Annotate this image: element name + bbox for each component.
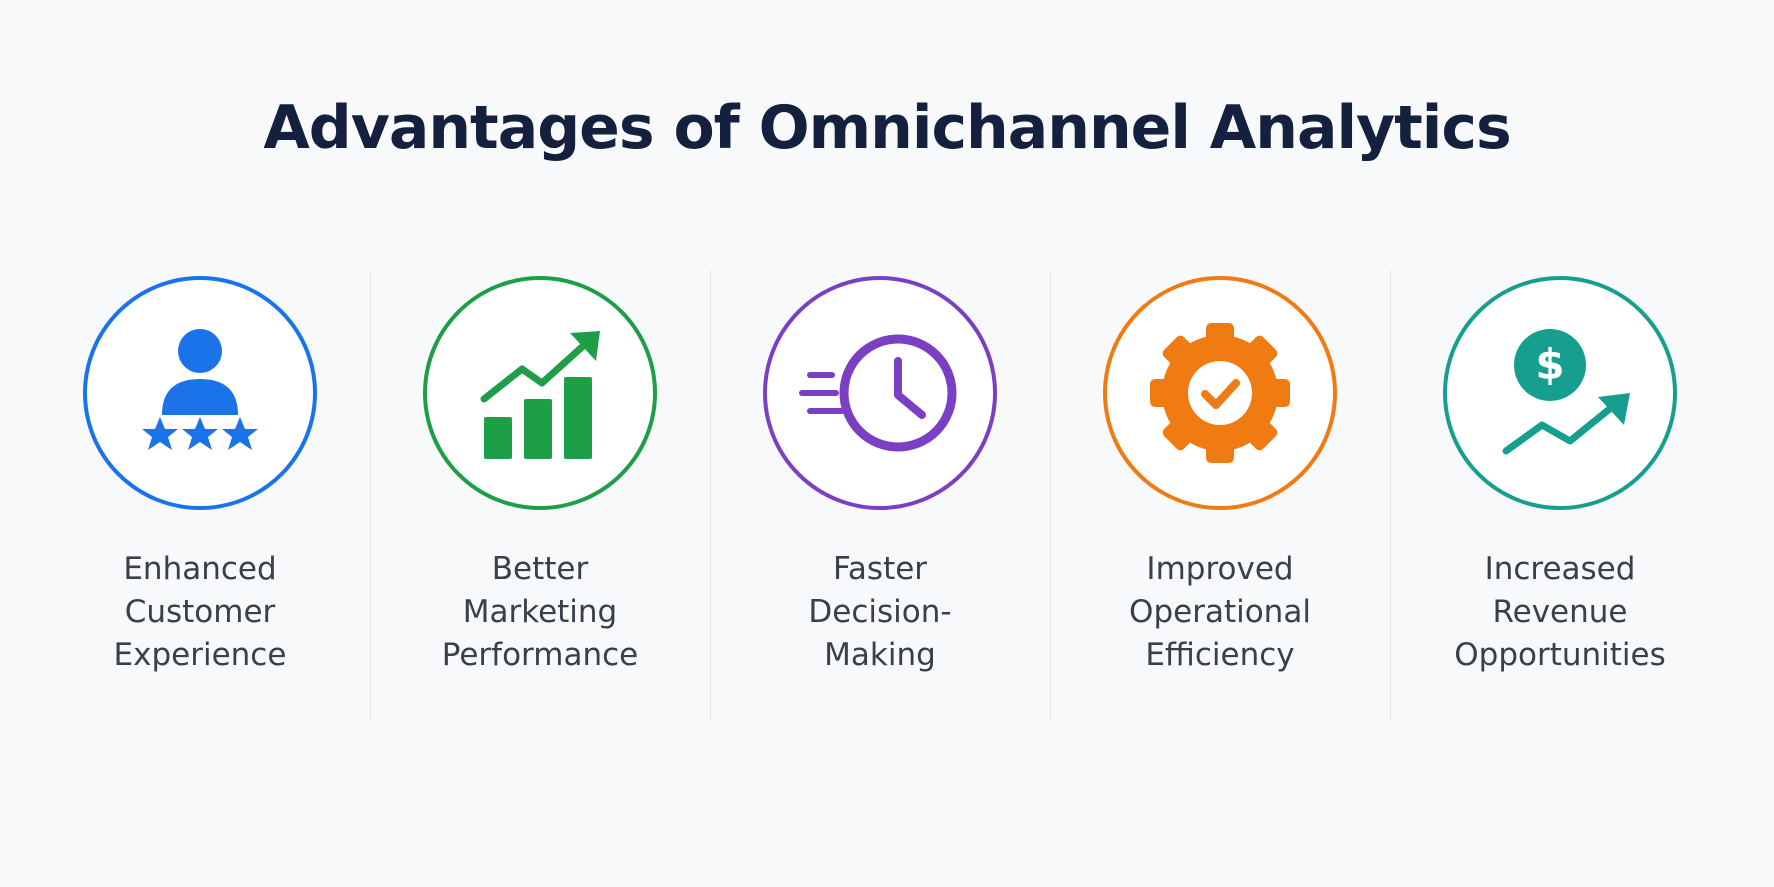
divider: [1050, 270, 1051, 720]
advantage-card-marketing-performance: Better Marketing Performance: [370, 270, 710, 730]
icon-circle: $: [1443, 276, 1677, 510]
advantage-card-revenue-opportunities: $ Increased Revenue Opportunities: [1390, 270, 1730, 730]
icon-circle: [763, 276, 997, 510]
advantages-row: Enhanced Customer Experience: [30, 270, 1730, 730]
advantage-label: Improved Operational Efficiency: [1129, 551, 1311, 673]
star-icon: [142, 417, 178, 450]
icon-circle: [1103, 276, 1337, 510]
icon-circle: [423, 276, 657, 510]
page-title: Advantages of Omnichannel Analytics: [263, 93, 1511, 163]
icon-circle: [83, 276, 317, 510]
divider: [1390, 270, 1391, 720]
advantage-label: Faster Decision- Making: [808, 551, 952, 673]
fast-clock-icon: [799, 334, 957, 452]
star-icon: [182, 417, 218, 450]
growth-chart-icon: [480, 331, 600, 459]
dollar-sign-icon: $: [1535, 340, 1564, 389]
divider: [710, 270, 711, 720]
advantage-label: Enhanced Customer Experience: [113, 551, 287, 673]
customer-rating-icon: [142, 329, 258, 450]
star-icon: [222, 417, 258, 450]
revenue-growth-icon: $: [1502, 329, 1630, 455]
advantage-card-operational-efficiency: Improved Operational Efficiency: [1050, 270, 1390, 730]
advantage-label: Increased Revenue Opportunities: [1454, 551, 1666, 673]
divider: [370, 270, 371, 720]
advantage-card-customer-experience: Enhanced Customer Experience: [30, 270, 370, 730]
advantage-label: Better Marketing Performance: [441, 551, 639, 673]
advantage-card-decision-making: Faster Decision- Making: [710, 270, 1050, 730]
gear-check-icon: [1150, 323, 1290, 463]
